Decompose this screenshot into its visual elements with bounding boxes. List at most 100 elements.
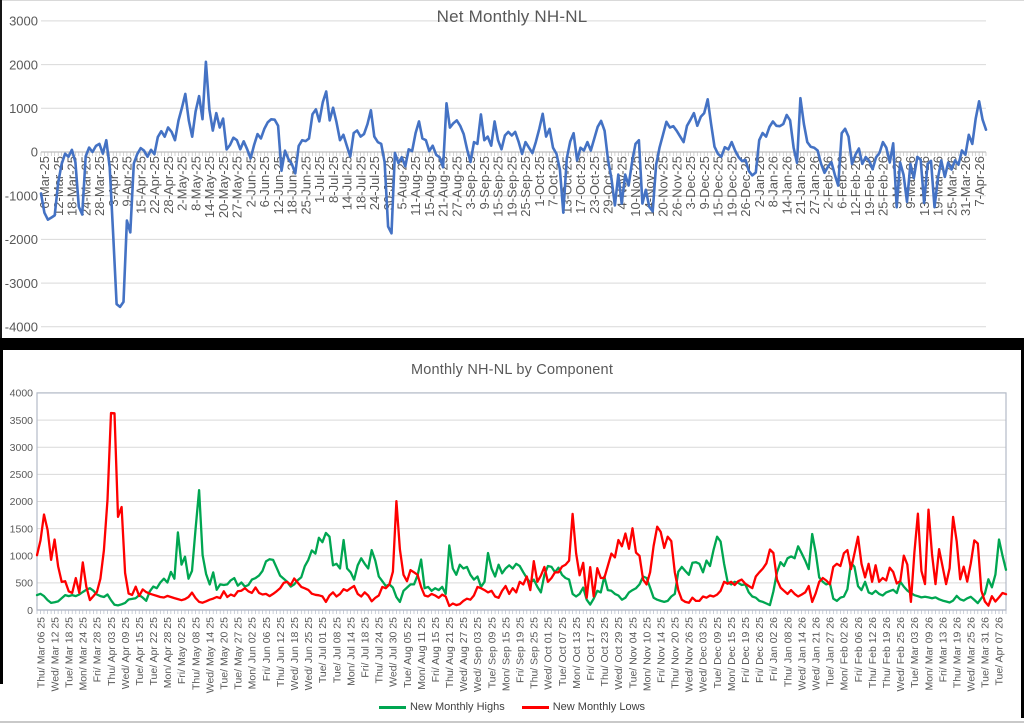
x-axis-ticks bbox=[36, 610, 1007, 614]
x-axis-label: 11-Aug-25 bbox=[408, 156, 423, 216]
x-axis-label: 14-May-25 bbox=[202, 156, 217, 218]
y-axis-label: 0 bbox=[31, 145, 38, 160]
x-axis-label: 8-Jul-25 bbox=[326, 156, 341, 203]
y-axis-label: 1000 bbox=[9, 101, 38, 116]
x-axis-label: Thu/ Mar 19 26 bbox=[951, 617, 963, 688]
x-axis-label: Wed/ Jan 14 26 bbox=[796, 617, 808, 691]
x-axis-label: Tue/ Mar 18 25 bbox=[63, 617, 75, 688]
top-chart-top-border bbox=[0, 0, 1024, 1]
y-axis-label: 2500 bbox=[10, 469, 34, 481]
x-axis-label: 31-Mar-26 bbox=[958, 156, 973, 216]
x-axis-label: Fri/ Oct 17 25 bbox=[585, 617, 597, 681]
x-axis-label: Wed/ Feb 25 26 bbox=[895, 617, 907, 692]
x-axis-label: 7-Oct-25 bbox=[546, 156, 561, 207]
x-axis-label: Mon/ Jun 02 25 bbox=[247, 617, 259, 690]
x-axis-label: Thu/ Jun 12 25 bbox=[275, 617, 287, 687]
x-axis-label: Wed/ Mar 25 26 bbox=[966, 617, 978, 692]
y-axis-label: 0 bbox=[27, 605, 33, 617]
x-axis-label: Tue/ May 20 25 bbox=[219, 617, 231, 690]
x-axis-label: Tue/ May 27 25 bbox=[233, 617, 245, 690]
x-axis-label: Wed/ Jun 18 25 bbox=[289, 617, 301, 691]
component-chart-panel: 0 500 1000 1500 2000 2500 3000 3500 4000 Thu/ Mar… bbox=[0, 350, 1024, 725]
x-axis-ticks bbox=[40, 152, 987, 156]
x-axis-label: Wed/ Oct 01 25 bbox=[543, 617, 555, 690]
x-axis-label: Wed/ Jan 21 26 bbox=[811, 617, 823, 691]
x-axis-label: Fri/ Jul 18 25 bbox=[359, 617, 371, 678]
net-nh-nl-chart-panel: -4000 -3000 -2000 -1000 0 1000 2000 3000 6-Mar-2… bbox=[0, 0, 1024, 338]
x-axis-label: Fri/ Mar 13 26 bbox=[937, 617, 949, 683]
x-axis-label: 19-Feb-26 bbox=[862, 156, 877, 216]
x-axis-label: Fri/ Mar 28 25 bbox=[92, 617, 104, 683]
x-axis-label: Fri/ Dec 26 25 bbox=[754, 617, 766, 683]
legend-label-highs: New Monthly Highs bbox=[409, 701, 505, 713]
x-axis-label: 24-Jul-25 bbox=[367, 156, 382, 210]
x-axis-label: 15-Sep-25 bbox=[491, 156, 506, 217]
x-axis-label: Tue/ Nov 04 25 bbox=[627, 617, 639, 689]
series-line-new-monthly-lows bbox=[35, 411, 1008, 608]
y-axis-label: 3000 bbox=[9, 14, 38, 29]
x-axis-label: 25-Mar-26 bbox=[944, 156, 959, 216]
x-axis-label: Tue/ Dec 09 25 bbox=[712, 617, 724, 689]
x-axis-label: 15-Dec-25 bbox=[711, 156, 726, 217]
x-axis-label: 9-Dec-25 bbox=[697, 156, 712, 209]
x-axis-label: 25-Jun-25 bbox=[298, 156, 313, 215]
page-bottom-rule bbox=[0, 721, 1024, 723]
x-axis-label: Mon/ Mar 24 25 bbox=[78, 617, 90, 691]
x-axis-label: Tue/ Jul 08 25 bbox=[331, 617, 343, 683]
x-axis-label: Tue/ Apr 15 25 bbox=[134, 617, 146, 686]
x-axis-label: Thu/ Oct 23 25 bbox=[599, 617, 611, 687]
x-axis-label: 8-May-25 bbox=[188, 156, 203, 211]
x-axis-label: Fri/ May 02 25 bbox=[176, 617, 188, 684]
x-axis-label: Thu/ Feb 12 26 bbox=[867, 617, 879, 688]
highs-line-swatch bbox=[378, 705, 406, 709]
x-axis-label: 25-Feb-26 bbox=[876, 156, 891, 216]
x-axis-label: Thu/ Aug 21 25 bbox=[444, 617, 456, 688]
x-axis-label: Tue/ Sep 09 25 bbox=[486, 617, 498, 689]
x-axis-label: Mon/ Sep 15 25 bbox=[500, 617, 512, 691]
x-axis-label: Thu/ Jan 08 26 bbox=[782, 617, 794, 687]
x-axis-label: Fri/ Nov 14 25 bbox=[655, 617, 667, 683]
x-axis-label: 3-Sep-25 bbox=[463, 156, 478, 209]
x-axis-label: 26-Nov-25 bbox=[669, 156, 684, 217]
x-axis-label: Thu/ Sep 25 25 bbox=[529, 617, 541, 689]
y-axis-label: 2000 bbox=[10, 496, 34, 508]
x-axis-label: Wed/ Jul 30 25 bbox=[388, 617, 400, 687]
x-axis-label: 9-Sep-25 bbox=[477, 156, 492, 209]
x-axis-label: Mon/ Mar 09 26 bbox=[923, 617, 935, 691]
x-axis-label: 7-Apr-26 bbox=[972, 156, 987, 207]
x-axis-label: Wed/ Oct 29 25 bbox=[613, 617, 625, 690]
x-axis-label: 4-Nov-25 bbox=[614, 156, 629, 209]
x-axis-label: Thu/ Feb 19 26 bbox=[881, 617, 893, 688]
x-axis-label: Fri/ Feb 06 26 bbox=[853, 617, 865, 683]
x-axis-label: Fri/ Dec 19 25 bbox=[740, 617, 752, 683]
x-axis-label: 20-Nov-25 bbox=[656, 156, 671, 217]
x-axis-label: 21-Aug-25 bbox=[436, 156, 451, 217]
y-axis-label: -3000 bbox=[5, 276, 38, 291]
y-axis-label: 4000 bbox=[10, 388, 34, 400]
net-nh-nl-chart-plot: -4000 -3000 -2000 -1000 0 1000 2000 3000 6-Mar-2… bbox=[5, 14, 988, 334]
x-axis-label: 2-Jan-26 bbox=[752, 156, 767, 207]
y-axis-label: 3000 bbox=[10, 442, 34, 454]
x-axis-label: Mon/ Nov 10 25 bbox=[641, 617, 653, 691]
component-chart-title: Monthly NH-NL by Component bbox=[410, 362, 614, 378]
x-axis-label: Fri/ Sep 19 25 bbox=[515, 617, 527, 683]
x-axis-label: Thu/ Nov 20 25 bbox=[670, 617, 682, 689]
x-axis-label: Tue/ Mar 03 26 bbox=[909, 617, 921, 688]
x-axis-label: Mon/ Oct 13 25 bbox=[571, 617, 583, 689]
x-axis-label: Mon/ Jul 14 25 bbox=[345, 617, 357, 686]
x-axis-label: Wed/ Nov 26 25 bbox=[684, 617, 696, 692]
x-axis-label: 3-Dec-25 bbox=[683, 156, 698, 209]
y-axis-label: -2000 bbox=[5, 232, 38, 247]
x-axis-label: Wed/ Sep 03 25 bbox=[472, 617, 484, 692]
x-axis-label: Tue/ Oct 07 25 bbox=[557, 617, 569, 686]
y-axis-label: 3500 bbox=[10, 415, 34, 427]
x-axis-label: 19-Sep-25 bbox=[504, 156, 519, 217]
y-axis-label: -1000 bbox=[5, 188, 38, 203]
series-line-net-monthly-nh-nl bbox=[39, 60, 988, 309]
x-axis-label: Fri/ Jun 06 25 bbox=[261, 617, 273, 681]
y-axis-label: -4000 bbox=[5, 319, 38, 334]
x-axis-label: 6-Jun-25 bbox=[257, 156, 272, 207]
y-axis-label: 500 bbox=[15, 578, 33, 590]
x-axis-label: Thu/ Apr 03 25 bbox=[106, 617, 118, 686]
bottom-chart-right-border bbox=[1021, 350, 1024, 718]
